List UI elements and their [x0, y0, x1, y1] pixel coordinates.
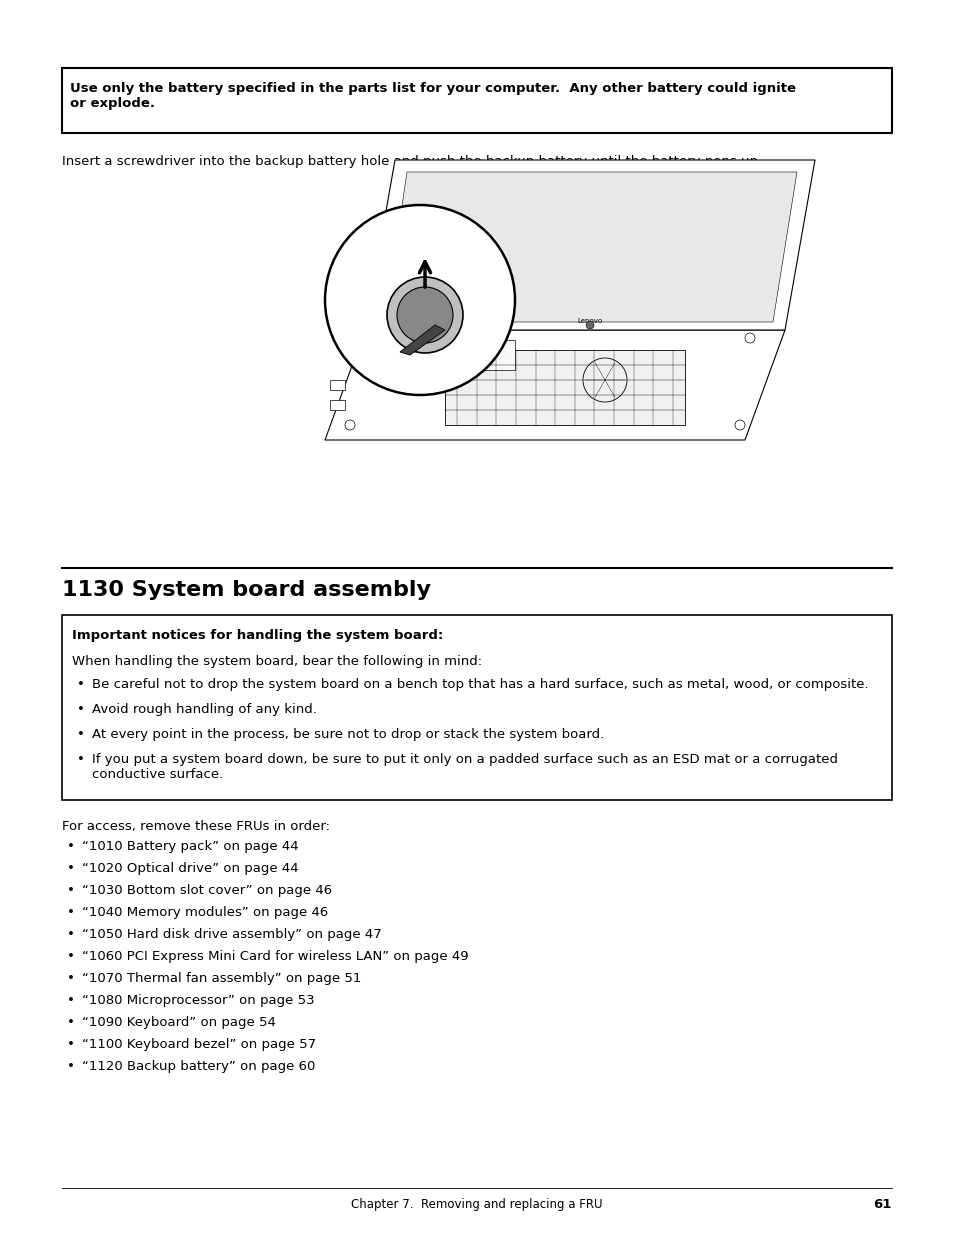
Circle shape — [387, 277, 462, 353]
Text: “1010 Battery pack” on page 44: “1010 Battery pack” on page 44 — [82, 840, 298, 853]
Text: Important notices for handling the system board:: Important notices for handling the syste… — [71, 629, 443, 642]
Text: •: • — [77, 753, 85, 766]
Text: “1080 Microprocessor” on page 53: “1080 Microprocessor” on page 53 — [82, 994, 314, 1007]
Text: •: • — [67, 950, 74, 963]
FancyBboxPatch shape — [62, 68, 891, 133]
Text: •: • — [67, 994, 74, 1007]
Text: 61: 61 — [873, 1198, 891, 1212]
Text: Use only the battery specified in the parts list for your computer.  Any other b: Use only the battery specified in the pa… — [70, 82, 795, 110]
Text: •: • — [67, 840, 74, 853]
Text: “1060 PCI Express Mini Card for wireless LAN” on page 49: “1060 PCI Express Mini Card for wireless… — [82, 950, 468, 963]
Text: Chapter 7.  Removing and replacing a FRU: Chapter 7. Removing and replacing a FRU — [351, 1198, 602, 1212]
Text: At every point in the process, be sure not to drop or stack the system board.: At every point in the process, be sure n… — [91, 727, 603, 741]
Text: “1090 Keyboard” on page 54: “1090 Keyboard” on page 54 — [82, 1016, 275, 1029]
Text: When handling the system board, bear the following in mind:: When handling the system board, bear the… — [71, 655, 481, 668]
Text: •: • — [67, 1016, 74, 1029]
Polygon shape — [385, 172, 796, 322]
FancyBboxPatch shape — [330, 400, 345, 410]
FancyBboxPatch shape — [464, 340, 515, 370]
Text: Insert a screwdriver into the backup battery hole and push the backup battery un: Insert a screwdriver into the backup bat… — [62, 156, 761, 168]
Text: •: • — [67, 1037, 74, 1051]
Circle shape — [325, 205, 515, 395]
Text: •: • — [67, 1060, 74, 1073]
Text: “1050 Hard disk drive assembly” on page 47: “1050 Hard disk drive assembly” on page … — [82, 927, 381, 941]
Circle shape — [396, 287, 453, 343]
Text: Lenovo: Lenovo — [577, 317, 602, 324]
FancyBboxPatch shape — [444, 350, 684, 425]
Text: If you put a system board down, be sure to put it only on a padded surface such : If you put a system board down, be sure … — [91, 753, 837, 781]
Text: “1120 Backup battery” on page 60: “1120 Backup battery” on page 60 — [82, 1060, 315, 1073]
Polygon shape — [325, 330, 784, 440]
Circle shape — [585, 321, 594, 329]
Text: “1040 Memory modules” on page 46: “1040 Memory modules” on page 46 — [82, 906, 328, 919]
Text: •: • — [77, 727, 85, 741]
Text: “1030 Bottom slot cover” on page 46: “1030 Bottom slot cover” on page 46 — [82, 884, 332, 897]
Polygon shape — [365, 161, 814, 330]
Text: “1020 Optical drive” on page 44: “1020 Optical drive” on page 44 — [82, 862, 298, 876]
Text: Avoid rough handling of any kind.: Avoid rough handling of any kind. — [91, 703, 316, 716]
Text: •: • — [67, 972, 74, 986]
Polygon shape — [399, 325, 444, 354]
Text: •: • — [67, 906, 74, 919]
Text: Be careful not to drop the system board on a bench top that has a hard surface, : Be careful not to drop the system board … — [91, 678, 868, 692]
Text: •: • — [67, 884, 74, 897]
Text: •: • — [67, 862, 74, 876]
Text: •: • — [67, 927, 74, 941]
Text: •: • — [77, 703, 85, 716]
FancyBboxPatch shape — [62, 615, 891, 800]
Text: For access, remove these FRUs in order:: For access, remove these FRUs in order: — [62, 820, 330, 832]
Text: •: • — [77, 678, 85, 692]
Text: 1130 System board assembly: 1130 System board assembly — [62, 580, 431, 600]
Text: “1100 Keyboard bezel” on page 57: “1100 Keyboard bezel” on page 57 — [82, 1037, 315, 1051]
Text: “1070 Thermal fan assembly” on page 51: “1070 Thermal fan assembly” on page 51 — [82, 972, 361, 986]
FancyBboxPatch shape — [330, 380, 345, 390]
